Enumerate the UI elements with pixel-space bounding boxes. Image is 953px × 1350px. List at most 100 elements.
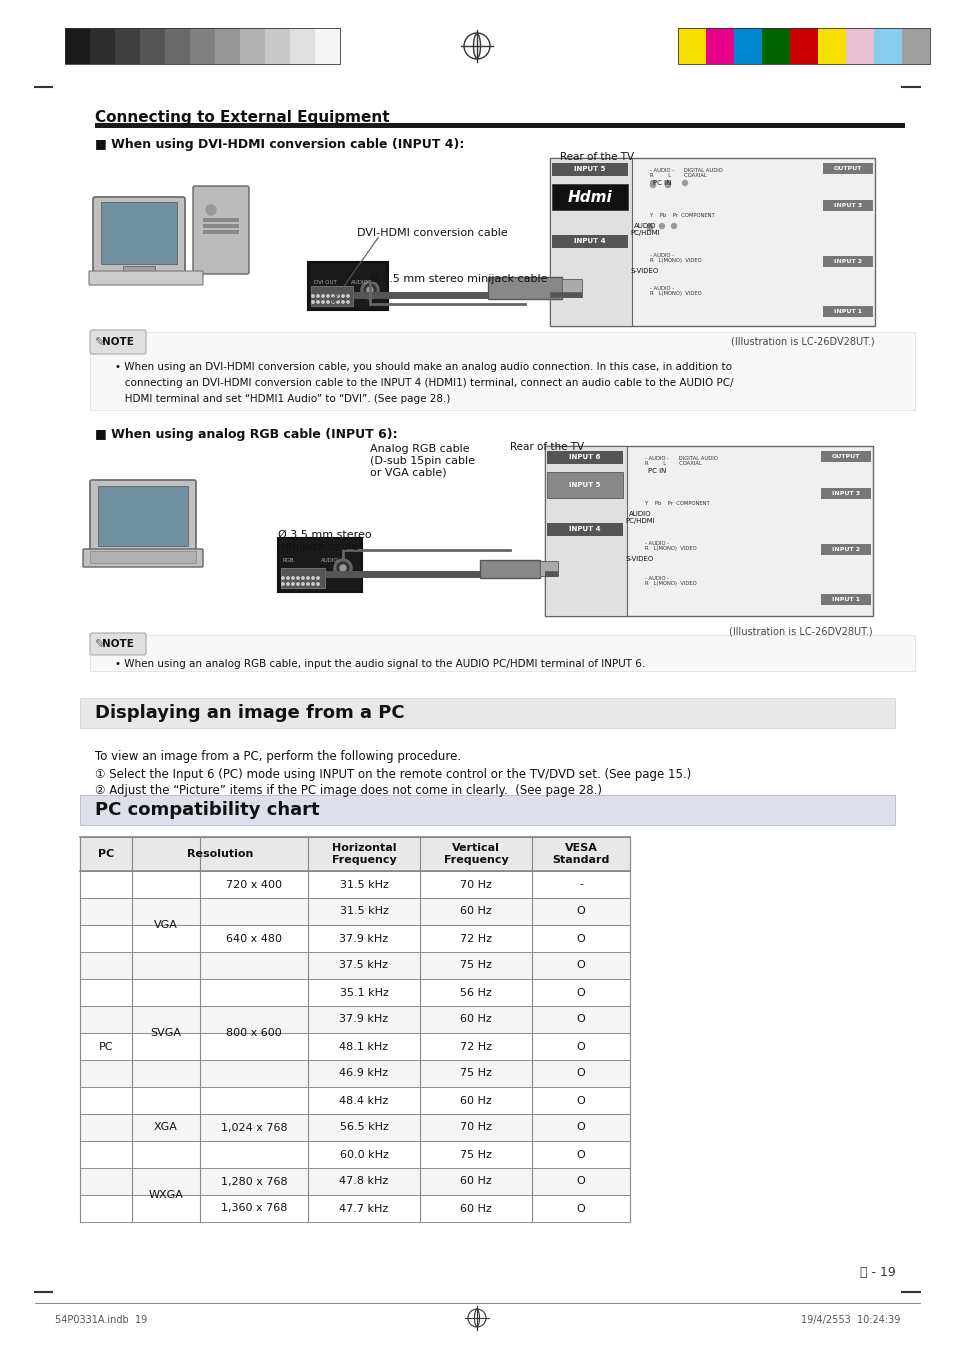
Circle shape xyxy=(347,294,349,297)
Text: AUDIO
PC/HDMI: AUDIO PC/HDMI xyxy=(630,223,659,236)
FancyBboxPatch shape xyxy=(193,186,249,274)
Text: AUDIO
PC/HDMI: AUDIO PC/HDMI xyxy=(624,512,654,524)
Circle shape xyxy=(296,583,299,585)
Text: WXGA: WXGA xyxy=(149,1189,183,1200)
Bar xyxy=(845,28,873,63)
Bar xyxy=(80,898,629,925)
Text: ■ When using DVI-HDMI conversion cable (INPUT 4):: ■ When using DVI-HDMI conversion cable (… xyxy=(95,138,464,151)
Circle shape xyxy=(327,301,329,304)
Circle shape xyxy=(301,583,304,585)
Text: HDMI terminal and set “HDMI1 Audio” to “DVI”. (See page 28.): HDMI terminal and set “HDMI1 Audio” to “… xyxy=(115,394,450,404)
Text: DVI OUT: DVI OUT xyxy=(314,279,336,285)
Text: Rear of the TV: Rear of the TV xyxy=(559,153,634,162)
Bar xyxy=(203,224,239,228)
Text: • When using an analog RGB cable, input the audio signal to the AUDIO PC/HDMI te: • When using an analog RGB cable, input … xyxy=(115,659,644,670)
Bar xyxy=(290,28,314,63)
Text: O: O xyxy=(576,1041,585,1052)
Text: 31.5 kHz: 31.5 kHz xyxy=(339,906,388,917)
Bar xyxy=(546,522,622,536)
Text: NOTE: NOTE xyxy=(102,338,133,347)
Text: AUDIO: AUDIO xyxy=(351,279,369,285)
Bar xyxy=(265,28,290,63)
Bar xyxy=(277,539,361,593)
Bar xyxy=(165,28,190,63)
Circle shape xyxy=(292,576,294,579)
Text: SVGA: SVGA xyxy=(151,1027,181,1038)
Circle shape xyxy=(339,566,346,571)
Bar xyxy=(561,279,581,297)
Bar xyxy=(80,1141,629,1168)
Text: (Illustration is LC-26DV28UT.): (Illustration is LC-26DV28UT.) xyxy=(729,626,872,636)
Bar xyxy=(203,230,239,234)
Bar xyxy=(821,487,870,500)
Text: O: O xyxy=(576,1176,585,1187)
Circle shape xyxy=(647,225,652,231)
Circle shape xyxy=(360,281,378,298)
Circle shape xyxy=(665,181,670,185)
Text: O: O xyxy=(576,1068,585,1079)
Text: Resolution: Resolution xyxy=(187,849,253,859)
Text: Vertical
Frequency: Vertical Frequency xyxy=(443,844,508,865)
Bar xyxy=(544,446,872,616)
Text: OUTPUT: OUTPUT xyxy=(833,166,862,171)
Text: INPUT 3: INPUT 3 xyxy=(831,491,860,495)
Text: 720 x 400: 720 x 400 xyxy=(226,879,282,890)
Text: INPUT 1: INPUT 1 xyxy=(831,597,860,602)
Text: VESA
Standard: VESA Standard xyxy=(552,844,609,865)
Text: 54P0331A.indb  19: 54P0331A.indb 19 xyxy=(55,1315,147,1324)
Bar xyxy=(101,202,177,265)
Circle shape xyxy=(659,224,664,228)
Circle shape xyxy=(316,583,319,585)
Bar xyxy=(546,472,622,498)
Bar xyxy=(132,837,308,871)
Text: Rear of the TV: Rear of the TV xyxy=(510,441,583,452)
Bar xyxy=(214,28,240,63)
Text: Displaying an image from a PC: Displaying an image from a PC xyxy=(95,703,404,722)
Text: PC IN: PC IN xyxy=(652,180,671,186)
Bar xyxy=(488,277,561,298)
Bar xyxy=(140,28,165,63)
Text: - AUDIO -: - AUDIO - xyxy=(644,541,668,545)
Text: NOTE: NOTE xyxy=(102,639,133,649)
Bar xyxy=(90,551,195,563)
Circle shape xyxy=(650,182,655,188)
Bar xyxy=(678,28,929,63)
Text: Analog RGB cable
(D-sub 15pin cable
or VGA cable): Analog RGB cable (D-sub 15pin cable or V… xyxy=(370,444,475,477)
Circle shape xyxy=(681,181,687,185)
Text: ■ When using analog RGB cable (INPUT 6):: ■ When using analog RGB cable (INPUT 6): xyxy=(95,428,397,441)
Bar xyxy=(80,837,629,871)
Bar xyxy=(115,28,140,63)
Bar xyxy=(822,306,872,317)
Bar xyxy=(552,163,627,176)
Circle shape xyxy=(307,576,309,579)
Circle shape xyxy=(321,301,324,304)
Text: R         L        COAXIAL: R L COAXIAL xyxy=(644,460,701,466)
Bar xyxy=(123,266,154,273)
Text: Ø 3.5 mm stereo
minijack cable: Ø 3.5 mm stereo minijack cable xyxy=(277,531,372,552)
Text: INPUT 5: INPUT 5 xyxy=(574,166,605,171)
Bar xyxy=(308,262,388,311)
Bar xyxy=(539,562,558,576)
Bar xyxy=(90,332,914,410)
Text: O: O xyxy=(576,987,585,998)
Bar xyxy=(80,795,894,825)
FancyBboxPatch shape xyxy=(90,481,195,554)
Text: PC IN: PC IN xyxy=(647,468,665,474)
Bar xyxy=(80,979,629,1006)
Bar xyxy=(733,28,761,63)
Text: Hdmi: Hdmi xyxy=(567,189,612,204)
Text: 75 Hz: 75 Hz xyxy=(459,1068,492,1079)
Text: O: O xyxy=(576,1203,585,1214)
Text: ✎: ✎ xyxy=(95,336,106,348)
Circle shape xyxy=(312,576,314,579)
FancyBboxPatch shape xyxy=(90,329,146,354)
Bar xyxy=(821,544,870,555)
Circle shape xyxy=(281,576,284,579)
Bar xyxy=(678,28,705,63)
Text: ② Adjust the “Picture” items if the PC image does not come in clearly.  (See pag: ② Adjust the “Picture” items if the PC i… xyxy=(95,784,601,796)
Text: 56.5 kHz: 56.5 kHz xyxy=(339,1122,388,1133)
Bar xyxy=(705,28,733,63)
Circle shape xyxy=(341,294,344,297)
Circle shape xyxy=(312,301,314,304)
Bar xyxy=(240,28,265,63)
